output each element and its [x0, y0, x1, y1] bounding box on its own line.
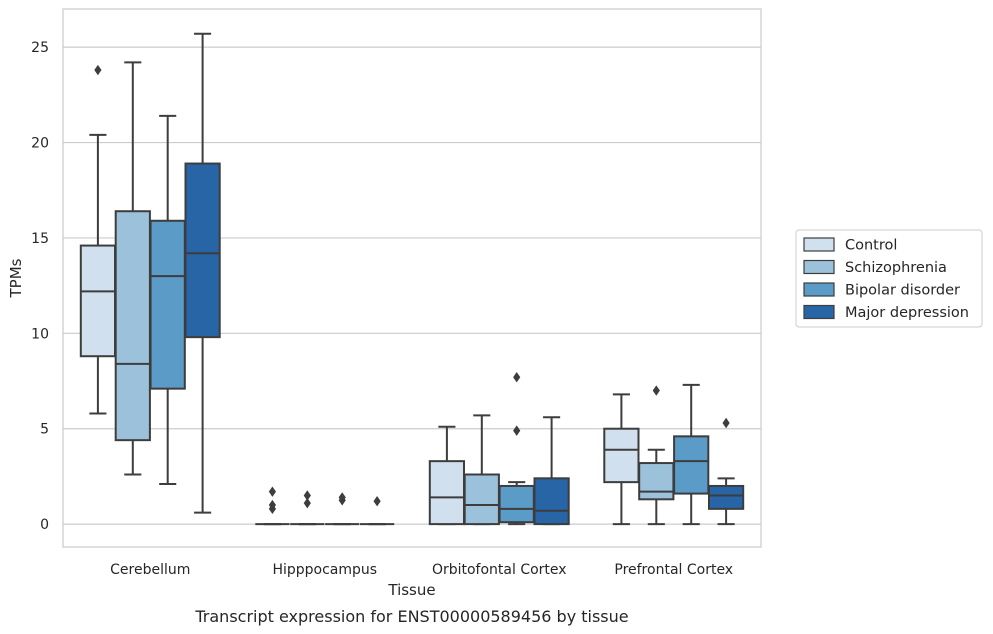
box-cerebellum-schizophrenia	[114, 61, 151, 476]
box-orbitofontal-cortex-control	[428, 425, 466, 526]
plot-frame	[62, 8, 762, 548]
legend-label: Control	[845, 238, 897, 254]
box-body	[498, 484, 535, 524]
legend-swatch	[803, 237, 835, 252]
legend-frame	[795, 229, 983, 328]
box-body	[673, 435, 710, 495]
outlier-point	[94, 64, 102, 76]
outlier-point	[268, 486, 276, 497]
y-tick-label: 15	[31, 231, 49, 247]
legend: Control Schizophrenia Bipolar disorder Majo…	[795, 229, 983, 328]
box-body	[149, 219, 186, 390]
outlier-point	[722, 417, 730, 429]
x-tick-labels: Cerebellum Hipppocampus Orbitofontal Corte…	[110, 562, 733, 578]
outlier-point	[268, 499, 276, 511]
box-cerebellum-bipolar-disorder	[149, 114, 186, 486]
outlier-point	[652, 385, 660, 396]
box-hipppocampus-major-depression	[359, 496, 395, 526]
box-prefrontal-cortex-control	[603, 393, 640, 526]
outlier-point	[303, 497, 311, 509]
x-tick-label: Orbitofontal Cortex	[432, 562, 567, 578]
box-orbitofontal-cortex-bipolar-disorder	[498, 372, 535, 526]
x-tick-label: Prefrontal Cortex	[614, 562, 733, 578]
box-body	[707, 484, 745, 510]
outlier-point	[513, 372, 521, 383]
box-groups	[79, 32, 745, 526]
box-body	[533, 477, 570, 526]
legend-swatch	[803, 259, 835, 275]
box-orbitofontal-cortex-major-depression	[533, 416, 570, 526]
y-axis-title: TPMs	[7, 258, 25, 298]
outlier-point	[303, 490, 311, 501]
y-tick-label: 20	[31, 136, 49, 152]
box-hipppocampus-schizophrenia	[290, 490, 325, 526]
box-body	[114, 210, 151, 442]
box-body	[463, 473, 500, 526]
outlier-point	[338, 492, 346, 503]
box-body	[79, 244, 117, 358]
box-body	[638, 462, 675, 501]
outlier-point	[513, 425, 521, 436]
legend-swatch	[803, 304, 835, 320]
chart-caption: Transcript expression for ENST0000058945…	[194, 607, 628, 626]
box-prefrontal-cortex-bipolar-disorder	[673, 383, 710, 526]
x-axis-title: Tissue	[387, 581, 435, 599]
legend-label: Bipolar disorder	[845, 283, 960, 299]
box-orbitofontal-cortex-schizophrenia	[463, 414, 500, 526]
outlier-point	[373, 496, 381, 507]
legend-label: Schizophrenia	[845, 260, 947, 276]
x-tick-label: Hipppocampus	[272, 562, 377, 578]
box-body	[184, 162, 221, 339]
box-prefrontal-cortex-major-depression	[707, 417, 745, 526]
y-tick-label: 10	[31, 326, 49, 342]
box-body	[603, 427, 640, 484]
y-tick-label: 5	[40, 422, 49, 438]
legend-label: Major depression	[845, 305, 969, 321]
box-body	[428, 460, 466, 526]
y-tick-labels: 0 5 10 15 20 25	[31, 40, 49, 533]
box-hipppocampus-control	[255, 486, 290, 526]
legend-swatch	[803, 282, 835, 297]
y-tick-label: 25	[31, 40, 49, 56]
x-tick-label: Cerebellum	[110, 562, 190, 578]
y-tick-label: 0	[40, 517, 49, 533]
box-cerebellum-major-depression	[184, 32, 221, 514]
box-hipppocampus-bipolar-disorder	[325, 492, 360, 526]
